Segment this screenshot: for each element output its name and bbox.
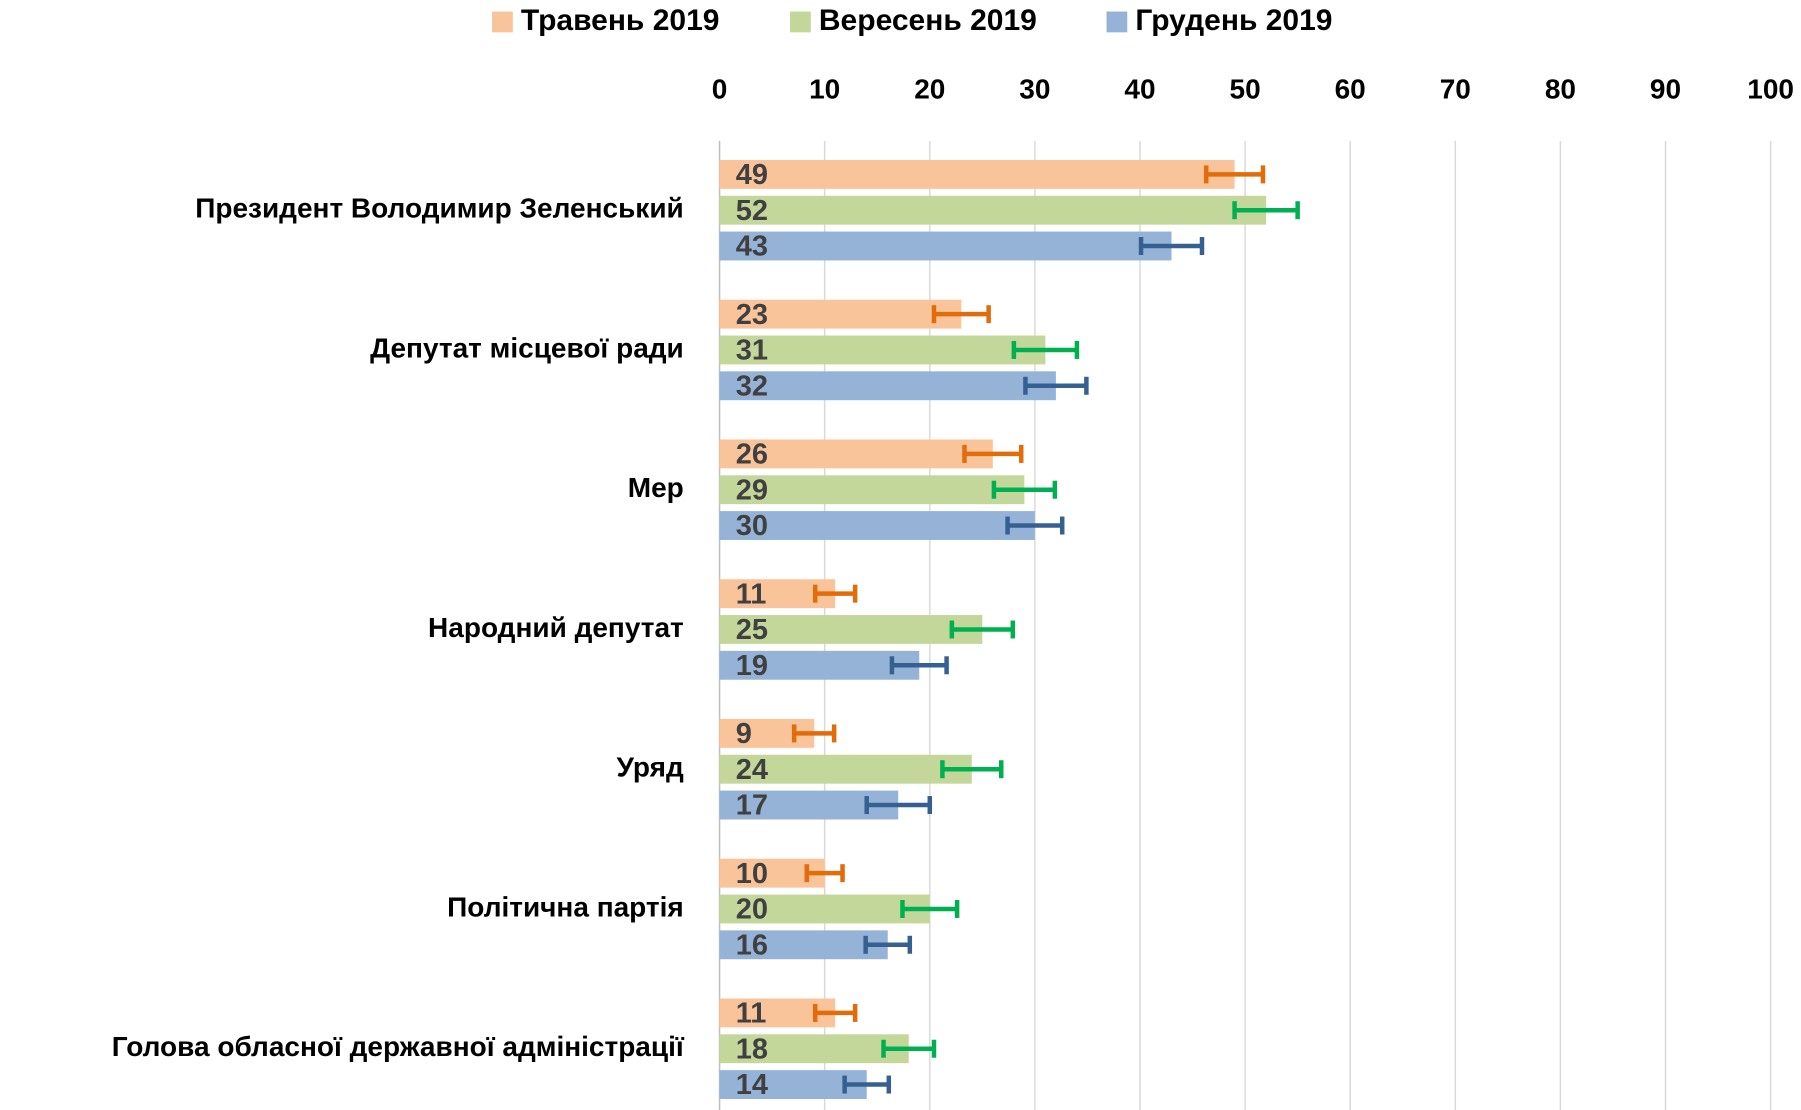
error-bar (864, 796, 933, 815)
value-label: 25 (736, 614, 768, 646)
category-label: Народний депутат (428, 612, 684, 643)
category-label: Голова обласної державної адміністрації (112, 1031, 685, 1062)
value-label: 20 (736, 894, 768, 926)
bar (719, 231, 1172, 261)
bar (719, 930, 888, 960)
value-label: 29 (736, 474, 768, 506)
value-label: 31 (736, 335, 768, 367)
error-bar (812, 1003, 858, 1022)
error-bar (991, 480, 1058, 499)
x-tick-label: 20 (914, 74, 945, 105)
value-label: 10 (736, 858, 768, 890)
bar (719, 195, 1267, 225)
error-bar (1011, 340, 1080, 359)
bar (719, 159, 1235, 189)
bar (719, 371, 1056, 401)
value-label: 23 (736, 299, 768, 331)
error-bar (1138, 237, 1205, 256)
value-label: 18 (736, 1033, 768, 1065)
bar (719, 1070, 867, 1099)
legend-swatch (790, 11, 811, 33)
value-label: 11 (736, 578, 767, 610)
bar (719, 511, 1035, 540)
bar (719, 475, 1025, 505)
error-bar (900, 899, 960, 918)
legend-label: Вересень 2019 (819, 4, 1037, 37)
error-bar (881, 1039, 937, 1058)
x-tick-label: 40 (1124, 74, 1155, 105)
error-bar (1023, 376, 1089, 395)
x-tick-label: 100 (1747, 74, 1794, 105)
legend-label: Грудень 2019 (1135, 4, 1332, 37)
bar (719, 1034, 909, 1064)
bar (719, 754, 972, 784)
x-tick-label: 10 (809, 74, 840, 105)
error-bar (889, 656, 949, 675)
value-label: 32 (736, 370, 768, 402)
value-label: 26 (736, 439, 768, 471)
legend-swatch (492, 11, 513, 33)
category-label: Мер (628, 472, 684, 503)
bar (719, 615, 983, 644)
error-bar (1232, 201, 1300, 220)
bar (719, 439, 993, 469)
value-label: 17 (736, 790, 768, 822)
error-bar (791, 724, 837, 743)
error-bar (863, 935, 913, 954)
error-bar (940, 760, 1004, 779)
error-bar (1005, 516, 1065, 535)
value-label: 16 (736, 929, 768, 961)
value-label: 30 (736, 510, 768, 542)
error-bar (812, 584, 858, 603)
category-label: Президент Володимир Зеленський (195, 193, 684, 224)
bar (719, 335, 1046, 365)
value-label: 24 (736, 754, 768, 786)
category-label: Уряд (617, 752, 684, 783)
x-tick-label: 90 (1650, 74, 1681, 105)
error-bar (962, 444, 1024, 463)
category-label: Політична партія (447, 891, 684, 922)
x-tick-label: 70 (1440, 74, 1471, 105)
bar (719, 299, 962, 329)
error-bar (949, 620, 1016, 639)
x-tick-label: 80 (1545, 74, 1576, 105)
x-tick-label: 30 (1019, 74, 1050, 105)
x-tick-label: 0 (712, 74, 728, 105)
bar (719, 650, 920, 680)
error-bar (931, 305, 991, 324)
value-label: 19 (736, 650, 768, 682)
legend-swatch (1106, 11, 1128, 33)
error-bar (804, 864, 845, 883)
error-bar (1203, 165, 1266, 184)
category-label: Депутат місцевої ради (370, 332, 684, 363)
x-tick-label: 60 (1335, 74, 1366, 105)
legend-label: Травень 2019 (521, 4, 720, 37)
value-label: 11 (736, 998, 767, 1030)
error-bar (842, 1075, 892, 1094)
x-tick-label: 50 (1230, 74, 1261, 105)
value-label: 49 (736, 159, 768, 191)
value-label: 43 (736, 231, 768, 263)
value-label: 52 (736, 195, 768, 227)
bar (719, 894, 930, 924)
value-label: 14 (736, 1069, 768, 1101)
value-label: 9 (736, 718, 752, 750)
